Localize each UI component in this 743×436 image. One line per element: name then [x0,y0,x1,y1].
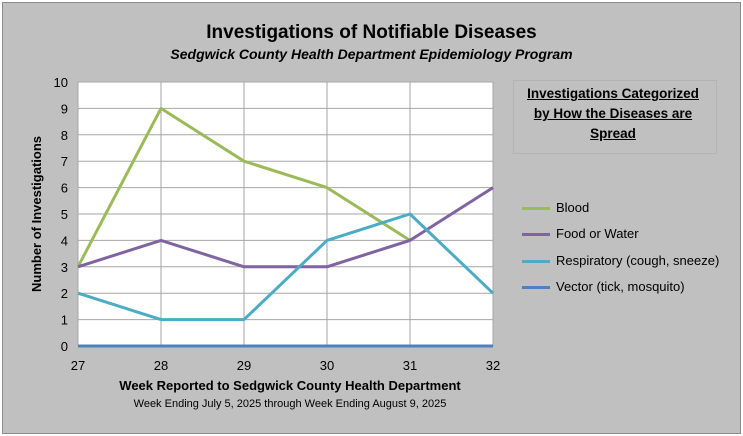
x-tick-label: 27 [71,358,85,373]
legend-label-blood: Blood [556,200,590,215]
y-tick-label: 9 [61,101,68,116]
legend-item-blood: Blood [522,200,589,215]
series-line-0 [76,106,411,268]
legend-swatch-respiratory [522,260,550,264]
legend-title: Investigations Categorized by How the Di… [527,86,699,141]
series-line-1 [77,186,494,269]
x-tick-label: 29 [237,358,251,373]
legend-label-respiratory: Respiratory (cough, sneeze) [556,253,720,268]
series-lines [76,106,495,348]
x-tick-label: 28 [154,358,168,373]
x-tick-label: 32 [486,358,500,373]
chart-subtitle: Sedgwick County Health Department Epidem… [170,46,573,62]
y-tick-label: 4 [61,233,68,248]
y-tick-label: 10 [54,75,68,90]
legend-item-food-or-water: Food or Water [522,226,639,241]
legend-label-food-or-water: Food or Water [556,226,639,241]
legend-item-respiratory: Respiratory (cough, sneeze) [522,253,719,268]
legend-swatch-blood [522,207,550,211]
legend-label-vector: Vector (tick, mosquito) [556,279,685,294]
legend-swatch-vector [522,286,550,290]
y-tick-label: 8 [61,128,68,143]
y-tick-label: 2 [61,286,68,301]
y-tick-label: 1 [61,313,68,328]
y-tick-label: 3 [61,260,68,275]
y-tick-label: 7 [61,154,68,169]
x-axis-sublabel: Week Ending July 5, 2025 through Week En… [133,398,447,410]
x-tick-label: 31 [403,358,417,373]
y-axis-label: Number of Investigations [29,136,44,292]
y-axis-ticks: 0 1 2 3 4 5 6 7 8 9 10 [54,75,68,354]
legend-swatch-food-or-water [522,233,550,237]
y-tick-label: 6 [61,181,68,196]
x-tick-label: 30 [320,358,334,373]
x-axis-ticks: 27 28 29 30 31 32 [71,358,500,373]
y-tick-label: 0 [61,339,68,354]
x-axis-label: Week Reported to Sedgwick County Health … [119,378,461,393]
y-tick-label: 5 [61,207,68,222]
legend-title-box [513,80,717,154]
series-line-2 [77,212,495,322]
legend-item-vector: Vector (tick, mosquito) [522,279,685,294]
chart-title: Investigations of Notifiable Diseases [206,22,537,43]
